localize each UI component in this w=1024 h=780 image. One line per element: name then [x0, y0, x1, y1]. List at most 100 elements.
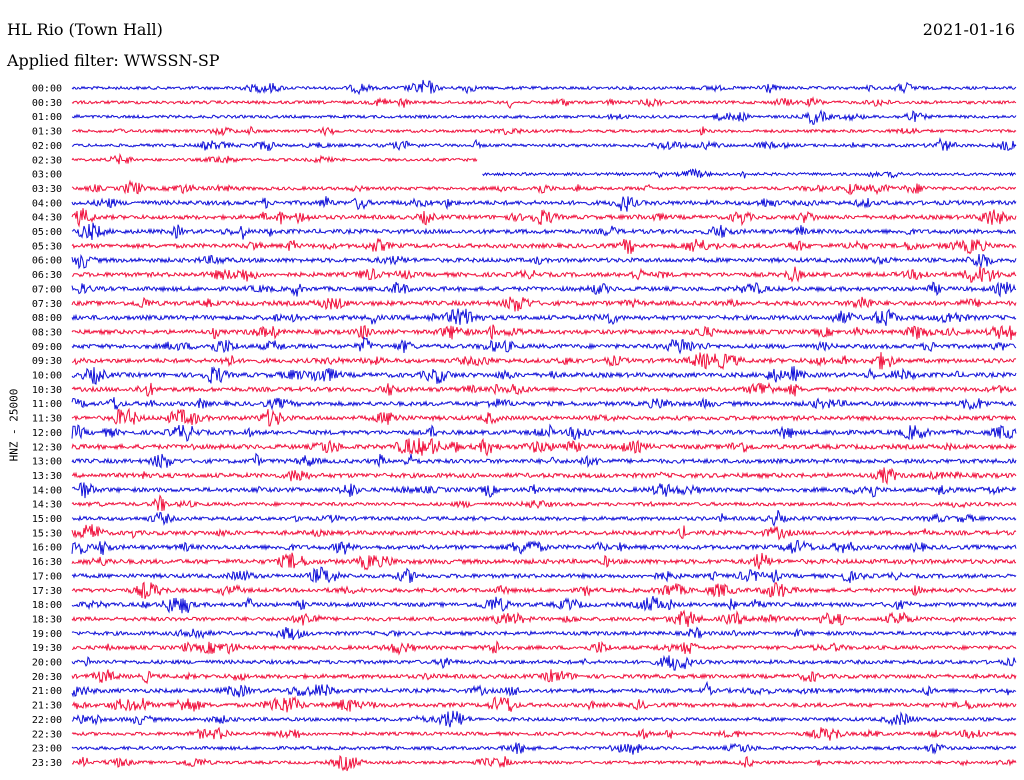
- tick-label: 02:00: [32, 141, 62, 152]
- trace-line: [71, 366, 1017, 385]
- trace-line: [71, 552, 1017, 571]
- tick-label: 01:00: [32, 112, 62, 123]
- tick-label: 11:00: [32, 399, 62, 410]
- trace-line: [482, 167, 1017, 179]
- trace-line: [71, 152, 478, 165]
- tick-label: 17:00: [32, 571, 62, 582]
- tick-label: 15:30: [32, 528, 62, 539]
- trace-line: [71, 266, 1017, 283]
- trace-line: [71, 109, 1017, 125]
- trace-line: [71, 179, 1017, 196]
- tick-label: 17:30: [32, 586, 62, 597]
- trace-line: [71, 423, 1017, 442]
- tick-label: 23:30: [32, 758, 62, 769]
- trace-line: [71, 482, 1017, 499]
- tick-label: 16:00: [32, 543, 62, 554]
- tick-label: 01:30: [32, 127, 62, 138]
- trace-line: [71, 381, 1017, 397]
- station-title: HL Rio (Town Hall): [7, 20, 163, 39]
- trace-line: [71, 669, 1017, 685]
- tick-label: 13:30: [32, 471, 62, 482]
- trace-line: [71, 742, 1017, 755]
- tick-label: 18:30: [32, 614, 62, 625]
- trace-line: [71, 308, 1017, 326]
- trace-line: [71, 510, 1017, 527]
- tick-label: 18:00: [32, 600, 62, 611]
- trace-line: [71, 754, 1017, 772]
- tick-label: 09:30: [32, 356, 62, 367]
- trace-line: [71, 397, 1017, 411]
- tick-label: 20:00: [32, 658, 62, 669]
- trace-line: [71, 79, 1017, 96]
- trace-line: [71, 609, 1017, 628]
- trace-line: [71, 253, 1017, 270]
- trace-line: [71, 566, 1017, 584]
- trace-line: [71, 626, 1017, 641]
- trace-line: [71, 640, 1017, 656]
- tick-label: 12:00: [32, 428, 62, 439]
- tick-label: 03:00: [32, 170, 62, 181]
- trace-line: [71, 595, 1017, 614]
- trace-line: [71, 494, 1017, 512]
- tick-label: 10:30: [32, 385, 62, 396]
- trace-line: [71, 539, 1017, 555]
- trace-line: [71, 137, 1017, 152]
- trace-line: [71, 407, 1017, 427]
- date-label: 2021-01-16: [922, 20, 1015, 39]
- tick-label: 14:00: [32, 485, 62, 496]
- tick-label: 04:30: [32, 213, 62, 224]
- trace-line: [72, 125, 1017, 137]
- trace-line: [71, 238, 1017, 255]
- tick-label: 09:00: [32, 342, 62, 353]
- trace-line: [71, 352, 1017, 371]
- trace-line: [71, 208, 1017, 228]
- trace-line: [71, 467, 1017, 486]
- tick-label: 12:30: [32, 442, 62, 453]
- tick-label: 10:00: [32, 371, 62, 382]
- tick-label: 08:00: [32, 313, 62, 324]
- trace-line: [71, 222, 1017, 241]
- tick-label: 21:00: [32, 686, 62, 697]
- filter-label: Applied filter: WWSSN-SP: [7, 51, 220, 70]
- trace-line: [71, 452, 1017, 469]
- trace-line: [71, 726, 1017, 741]
- trace-line: [71, 281, 1017, 298]
- tick-label: 19:30: [32, 643, 62, 654]
- tick-label: 22:00: [32, 715, 62, 726]
- tick-label: 20:30: [32, 672, 62, 683]
- tick-label: 22:30: [32, 729, 62, 740]
- tick-label: 13:00: [32, 457, 62, 468]
- trace-line: [71, 196, 1017, 212]
- tick-label: 02:30: [32, 155, 62, 166]
- tick-label: 05:00: [32, 227, 62, 238]
- trace-line: [71, 524, 1017, 541]
- tick-label: 08:30: [32, 327, 62, 338]
- trace-line: [71, 96, 1017, 109]
- tick-label: 03:30: [32, 184, 62, 195]
- tick-label: 04:00: [32, 198, 62, 209]
- tick-label: 21:30: [32, 701, 62, 712]
- tick-label: 16:30: [32, 557, 62, 568]
- tick-label: 14:30: [32, 500, 62, 511]
- tick-label: 05:30: [32, 241, 62, 252]
- trace-line: [71, 710, 1017, 728]
- trace-line: [71, 680, 1017, 698]
- trace-line: [71, 581, 1017, 600]
- trace-line: [71, 654, 1017, 671]
- trace-line: [71, 336, 1017, 355]
- trace-line: [71, 695, 1017, 713]
- tick-label: 00:30: [32, 98, 62, 109]
- trace-line: [71, 296, 1017, 312]
- tick-label: 06:00: [32, 256, 62, 267]
- tick-label: 15:00: [32, 514, 62, 525]
- tick-label: 23:00: [32, 744, 62, 755]
- tick-label: 06:30: [32, 270, 62, 281]
- trace-line: [71, 324, 1017, 341]
- trace-line: [71, 437, 1017, 457]
- tick-label: 07:00: [32, 284, 62, 295]
- tick-label: 11:30: [32, 414, 62, 425]
- tick-label: 19:00: [32, 629, 62, 640]
- tick-label: 00:00: [32, 84, 62, 95]
- tick-label: 07:30: [32, 299, 62, 310]
